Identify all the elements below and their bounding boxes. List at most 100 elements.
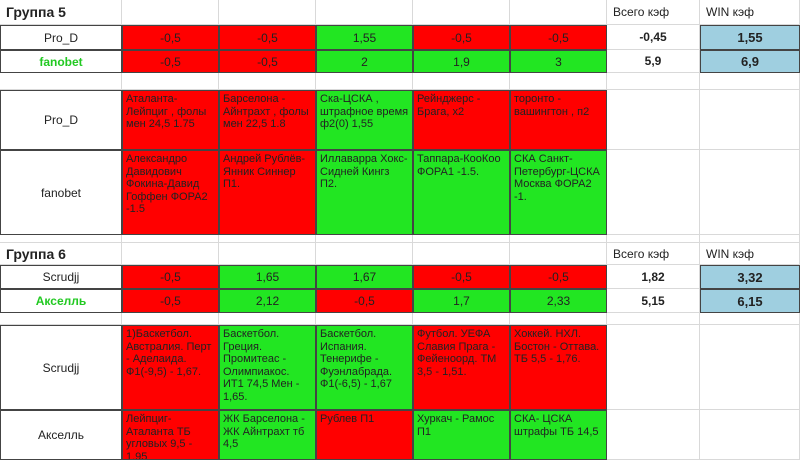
total-value: -0,45 [607,25,700,50]
detail-name: Акселль [0,410,122,460]
bet-cell: Баскетбол. Греция. Промитеас - Олимпиако… [219,325,316,410]
empty-cell [510,73,607,90]
empty-cell [607,150,700,235]
empty-cell [413,0,510,25]
score-cell: 1,55 [316,25,413,50]
win-header: WIN кэф [700,243,800,265]
bet-cell: Баскетбол. Испания. Тенерифе - Фуэнлабра… [316,325,413,410]
empty-cell [607,235,700,243]
score-cell: 2 [316,50,413,73]
empty-cell [510,0,607,25]
empty-cell [413,313,510,325]
score-cell: 1,7 [413,289,510,313]
score-cell: 2,12 [219,289,316,313]
empty-cell [0,235,122,243]
empty-cell [219,235,316,243]
empty-cell [700,313,800,325]
bet-cell: Футбол. УЕФА Славия Прага - Фейеноорд. Т… [413,325,510,410]
score-cell: -0,5 [316,289,413,313]
bet-cell: Рублев П1 [316,410,413,460]
empty-cell [413,235,510,243]
score-cell: 3 [510,50,607,73]
empty-cell [607,325,700,410]
total-header: Всего кэф [607,243,700,265]
score-cell: -0,5 [510,25,607,50]
empty-cell [700,325,800,410]
score-cell: 2,33 [510,289,607,313]
empty-cell [122,235,219,243]
empty-cell [510,235,607,243]
bet-cell: Андрей Рублёв-Янник Синнер П1. [219,150,316,235]
bet-cell: ЖК Барселона - ЖК Айнтрахт тб 4,5 [219,410,316,460]
empty-cell [607,410,700,460]
empty-cell [219,243,316,265]
total-header: Всего кэф [607,0,700,25]
bet-cell: Аталанта-Лейпциг , фолы мен 24,5 1.75 [122,90,219,150]
score-cell: -0,5 [219,50,316,73]
empty-cell [700,410,800,460]
empty-cell [219,0,316,25]
win-value: 1,55 [700,25,800,50]
bet-cell: Таппара-КооКоо ФОРА1 -1.5. [413,150,510,235]
empty-cell [122,0,219,25]
score-cell: -0,5 [122,265,219,289]
score-cell: -0,5 [122,50,219,73]
empty-cell [316,73,413,90]
win-value: 6,15 [700,289,800,313]
bet-cell: Хуркач - Рамос П1 [413,410,510,460]
bet-cell: Иллаварра Хокс-Сидней Кингз П2. [316,150,413,235]
win-header: WIN кэф [700,0,800,25]
bet-cell: Рейнджерс - Брага, х2 [413,90,510,150]
score-cell: -0,5 [122,25,219,50]
empty-cell [700,90,800,150]
bet-cell: Хоккей. НХЛ. Бостон - Оттава. ТБ 5,5 - 1… [510,325,607,410]
player-name: Акселль [0,289,122,313]
score-cell: -0,5 [122,289,219,313]
empty-cell [0,73,122,90]
empty-cell [316,313,413,325]
detail-name: fanobet [0,150,122,235]
bet-cell: 1)Баскетбол. Австралия. Перт - Аделаида.… [122,325,219,410]
bet-cell: Барселона - Айнтрахт , фолы мен 22,5 1.8 [219,90,316,150]
empty-cell [316,243,413,265]
empty-cell [607,313,700,325]
player-name: fanobet [0,50,122,73]
win-value: 3,32 [700,265,800,289]
empty-cell [510,313,607,325]
total-value: 5,9 [607,50,700,73]
player-name: Scrudjj [0,265,122,289]
score-cell: -0,5 [413,25,510,50]
detail-name: Pro_D [0,90,122,150]
player-name: Pro_D [0,25,122,50]
bet-cell: Лейпциг-Аталанта ТБ угловых 9,5 - 1,95 [122,410,219,460]
score-cell: 1,9 [413,50,510,73]
group-title: Группа 6 [0,243,122,265]
empty-cell [219,73,316,90]
empty-cell [122,73,219,90]
empty-cell [122,243,219,265]
score-cell: -0,5 [219,25,316,50]
empty-cell [413,73,510,90]
empty-cell [122,313,219,325]
total-value: 5,15 [607,289,700,313]
bet-cell: СКА Санкт-Петербург-ЦСКА Москва ФОРА2 -1… [510,150,607,235]
score-cell: -0,5 [413,265,510,289]
empty-cell [316,0,413,25]
win-value: 6,9 [700,50,800,73]
bet-cell: СКА- ЦСКА штрафы ТБ 14,5 [510,410,607,460]
empty-cell [700,73,800,90]
empty-cell [0,313,122,325]
bet-cell: Александро Давидович Фокина-Давид Гоффен… [122,150,219,235]
detail-name: Scrudjj [0,325,122,410]
empty-cell [219,313,316,325]
group-title: Группа 5 [0,0,122,25]
empty-cell [607,90,700,150]
score-cell: 1,67 [316,265,413,289]
bet-cell: Ска-ЦСКА , штрафное время ф2(0) 1,55 [316,90,413,150]
empty-cell [316,235,413,243]
empty-cell [413,243,510,265]
score-cell: -0,5 [510,265,607,289]
score-cell: 1,65 [219,265,316,289]
empty-cell [607,73,700,90]
